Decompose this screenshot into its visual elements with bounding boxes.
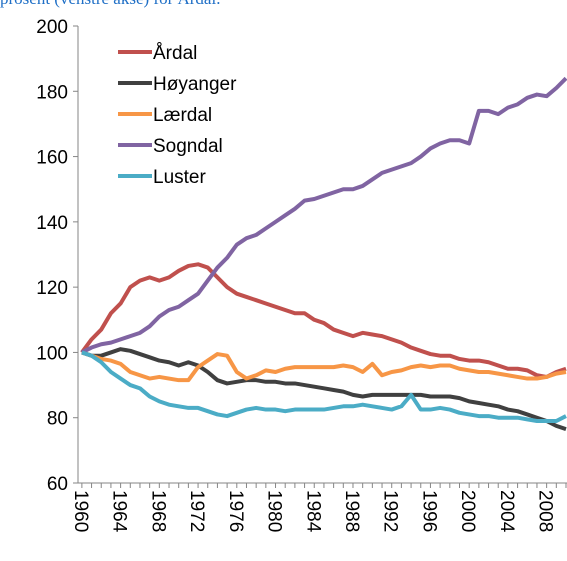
- x-tick-label: 1984: [302, 490, 323, 533]
- series-line: [81, 350, 567, 383]
- chart-subtitle: prosent (venstre akse) for Årdal.: [0, 0, 220, 8]
- x-tick-label: 1976: [225, 490, 246, 532]
- x-tick-label: 1992: [380, 490, 401, 532]
- x-tick-label: 2000: [457, 490, 478, 532]
- x-tick-label: 1960: [70, 490, 91, 532]
- y-tick-label: 160: [36, 148, 68, 169]
- y-tick-label: 100: [36, 343, 68, 364]
- y-tick-label: 60: [47, 474, 68, 495]
- y-tick-label: 80: [47, 409, 68, 430]
- legend-label: Årdal: [153, 43, 197, 64]
- x-tick-label: 1972: [186, 490, 207, 532]
- legend-label: Lærdal: [153, 105, 212, 126]
- x-tick-label: 1980: [264, 490, 285, 532]
- x-tick-label: 2004: [496, 490, 517, 533]
- x-tick-label: 1988: [341, 490, 362, 532]
- y-tick-label: 180: [36, 82, 68, 103]
- series-line: [81, 350, 567, 423]
- x-tick-label: 1968: [147, 490, 168, 532]
- y-tick-label: 140: [36, 213, 68, 234]
- series-line: [80, 76, 567, 355]
- series-line: [80, 262, 567, 379]
- legend-label: Sogndal: [153, 136, 223, 157]
- y-tick-label: 120: [36, 278, 68, 299]
- legend-label: Luster: [153, 167, 206, 188]
- y-tick-label: 200: [36, 17, 68, 38]
- x-tick-label: 2008: [535, 490, 556, 532]
- x-tick-label: 1964: [109, 490, 130, 533]
- x-tick-label: 1996: [418, 490, 439, 532]
- legend-label: Høyanger: [153, 74, 237, 95]
- series-line: [81, 347, 567, 432]
